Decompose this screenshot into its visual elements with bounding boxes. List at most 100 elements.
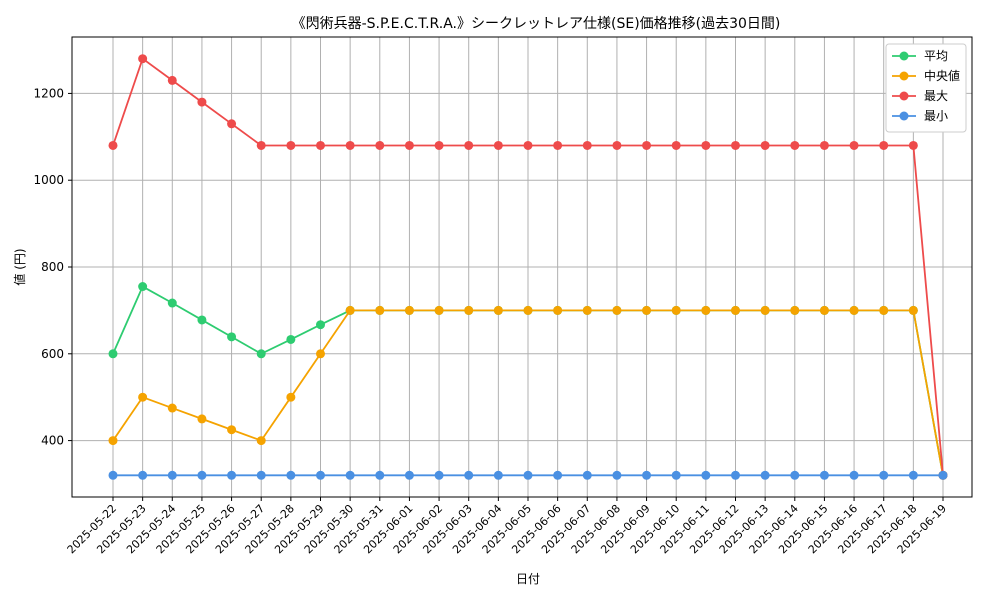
legend-marker	[899, 111, 909, 121]
legend-label: 最大	[924, 89, 948, 103]
data-point	[404, 305, 414, 315]
data-point	[404, 470, 414, 480]
data-point	[790, 470, 800, 480]
data-point	[523, 305, 533, 315]
grid	[72, 37, 972, 497]
data-point	[938, 470, 948, 480]
data-point	[375, 305, 385, 315]
y-tick-label: 400	[41, 434, 64, 448]
data-point	[197, 470, 207, 480]
data-point	[671, 140, 681, 150]
data-point	[138, 392, 148, 402]
data-point	[316, 320, 325, 330]
data-point	[642, 470, 652, 480]
data-point	[256, 349, 266, 359]
data-point	[167, 470, 177, 480]
data-point	[138, 282, 148, 292]
data-point	[819, 140, 829, 150]
data-point	[197, 97, 207, 107]
legend-label: 平均	[924, 49, 948, 63]
data-point	[167, 403, 177, 413]
data-point	[138, 470, 148, 480]
y-tick-label: 600	[41, 347, 64, 361]
data-point	[434, 305, 444, 315]
legend-marker	[899, 71, 909, 81]
x-axis-label: 日付	[516, 572, 540, 586]
data-point	[375, 140, 385, 150]
data-point	[375, 470, 385, 480]
data-point	[167, 75, 177, 85]
y-axis-label: 値 (円)	[12, 248, 27, 285]
data-point	[760, 470, 770, 480]
data-point	[434, 470, 444, 480]
data-point	[345, 140, 355, 150]
series-1	[108, 305, 948, 480]
legend-marker	[899, 91, 909, 101]
legend-label: 最小	[924, 109, 948, 123]
data-point	[493, 140, 503, 150]
data-point	[227, 425, 237, 435]
data-point	[731, 470, 740, 480]
data-point	[879, 470, 889, 480]
data-point	[612, 470, 622, 480]
data-point	[286, 392, 296, 402]
data-point	[197, 315, 207, 325]
data-point	[553, 305, 563, 315]
data-point	[819, 305, 829, 315]
data-point	[108, 470, 118, 480]
data-point	[701, 470, 711, 480]
data-point	[227, 470, 237, 480]
data-point	[316, 140, 325, 150]
data-point	[286, 470, 296, 480]
data-point	[404, 140, 414, 150]
data-point	[553, 140, 563, 150]
data-point	[286, 334, 296, 344]
data-point	[108, 436, 118, 446]
legend-label: 中央値	[924, 68, 960, 83]
data-point	[523, 470, 533, 480]
legend-marker	[899, 51, 909, 61]
data-point	[493, 470, 503, 480]
data-point	[879, 140, 889, 150]
data-point	[316, 349, 325, 359]
chart-title: 《閃術兵器-S.P.E.C.T.R.A.》シークレットレア仕様(SE)価格推移(…	[292, 16, 781, 32]
data-point	[167, 298, 177, 308]
data-point	[760, 305, 770, 315]
data-point	[642, 140, 652, 150]
data-point	[701, 140, 711, 150]
data-point	[108, 349, 118, 359]
data-point	[464, 305, 474, 315]
data-point	[108, 140, 118, 150]
data-point	[671, 305, 681, 315]
data-point	[612, 140, 622, 150]
y-tick-label: 800	[41, 260, 64, 274]
data-point	[731, 305, 740, 315]
data-point	[553, 470, 563, 480]
legend-box	[885, 43, 967, 133]
data-point	[227, 332, 237, 342]
data-point	[582, 140, 592, 150]
data-point	[642, 305, 652, 315]
data-point	[612, 305, 622, 315]
data-point	[138, 54, 148, 64]
data-point	[849, 305, 859, 315]
data-point	[286, 140, 296, 150]
data-point	[464, 470, 474, 480]
data-point	[582, 470, 592, 480]
data-point	[227, 119, 237, 129]
data-point	[256, 470, 266, 480]
data-point	[345, 470, 355, 480]
y-tick-label: 1200	[33, 86, 64, 100]
data-point	[849, 140, 859, 150]
series-2	[108, 54, 948, 480]
y-tick-label: 1000	[33, 173, 64, 187]
data-point	[434, 140, 444, 150]
data-point	[790, 305, 800, 315]
data-point	[523, 140, 533, 150]
series	[108, 54, 948, 480]
data-point	[701, 305, 711, 315]
data-point	[345, 305, 355, 315]
